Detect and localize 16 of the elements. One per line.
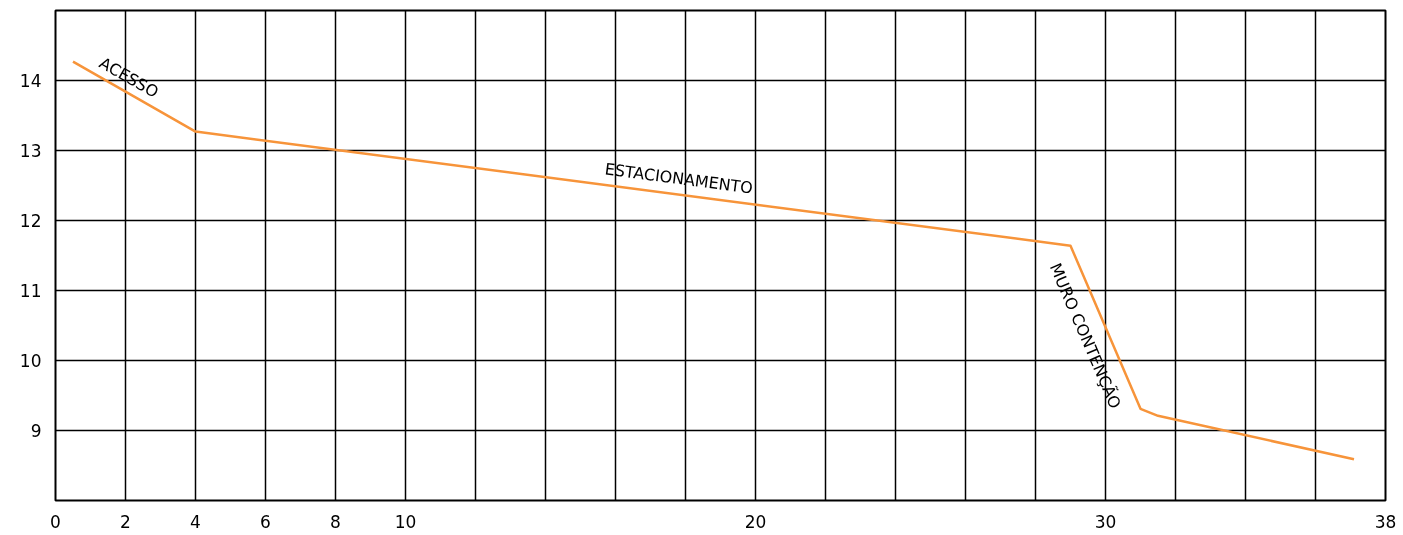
y-tick-label: 14: [19, 71, 42, 91]
y-tick-label: 11: [19, 281, 42, 301]
x-tick-label: 4: [190, 511, 201, 532]
x-tick-label: 2: [120, 511, 131, 532]
line-series: [71, 60, 1356, 461]
x-tick-label: 0: [50, 511, 61, 532]
x-tick-label: 20: [744, 511, 767, 532]
x-tick-label: 30: [1094, 511, 1117, 532]
y-tick-label: 12: [19, 211, 42, 231]
y-tick-label: 10: [19, 351, 42, 371]
x-tick-label: 10: [394, 511, 417, 532]
x-tick-label: 6: [260, 511, 271, 532]
x-tick-label: 8: [330, 511, 341, 532]
x-tick-label: 38: [1374, 511, 1397, 532]
y-tick-label: 9: [30, 421, 42, 441]
y-tick-label: 13: [19, 141, 42, 161]
